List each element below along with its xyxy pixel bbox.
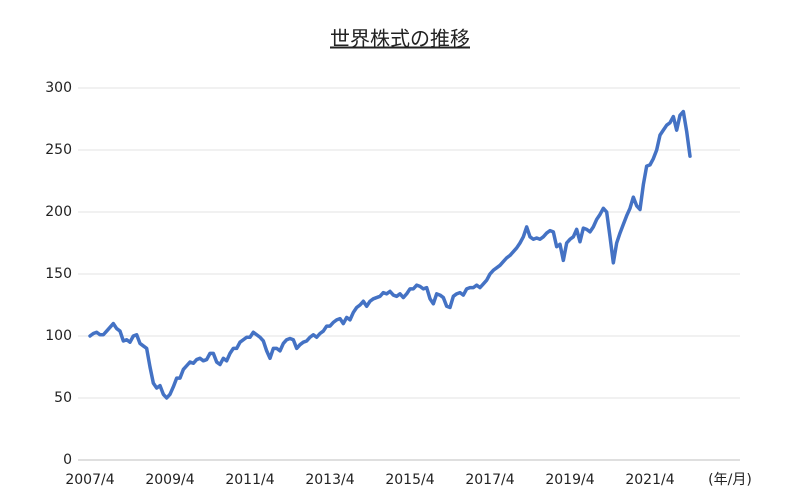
y-tick-label: 200: [45, 204, 72, 220]
y-tick-label: 250: [45, 142, 72, 158]
x-tick-label: 2007/4: [65, 472, 114, 488]
x-tick-label: 2019/4: [545, 472, 594, 488]
x-tick-label: 2021/4: [625, 472, 674, 488]
y-tick-label: 100: [45, 328, 72, 344]
x-tick-label: 2017/4: [465, 472, 514, 488]
y-tick-label: 0: [63, 452, 72, 468]
y-tick-label: 300: [45, 80, 72, 96]
x-tick-label: 2013/4: [305, 472, 354, 488]
x-tick-label: 2015/4: [385, 472, 434, 488]
x-tick-label: 2009/4: [145, 472, 194, 488]
x-tick-label: 2011/4: [225, 472, 274, 488]
x-axis-label: (年/月): [708, 472, 752, 488]
y-tick-label: 150: [45, 266, 72, 282]
line-series: [88, 109, 692, 400]
y-tick-label: 50: [54, 390, 72, 406]
chart-title: 世界株式の推移: [330, 27, 470, 51]
